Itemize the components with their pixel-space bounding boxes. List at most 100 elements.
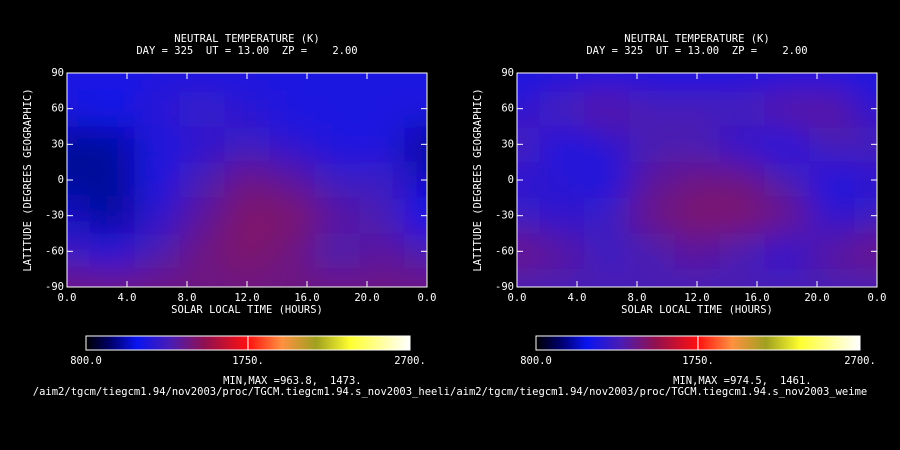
heatmap-cell [719, 269, 766, 287]
heatmap-cell [89, 269, 136, 287]
heatmap-cell [179, 162, 226, 199]
heatmap-cell [809, 233, 856, 271]
heatmap-cell [584, 73, 631, 92]
heatmap-cell [539, 197, 586, 235]
heatmap-cell [674, 73, 721, 92]
heatmap-cell [854, 269, 877, 287]
heatmap-cell [584, 90, 631, 128]
field-clip [67, 73, 427, 287]
heatmap-cell [404, 126, 427, 164]
heatmap-cell [674, 162, 721, 199]
heatmap-cell [179, 73, 226, 92]
heatmap-cell [764, 233, 811, 271]
x-tick-label: 4.0 [118, 292, 137, 304]
heatmap-cell [629, 233, 676, 271]
x-axis-label: SOLAR LOCAL TIME (HOURS) [171, 304, 323, 316]
heatmap-cell [674, 90, 721, 128]
colorbar-tick-label: 2700. [844, 355, 876, 367]
max-value: 1473. [330, 375, 362, 387]
y-tick-label: -60 [495, 245, 514, 257]
heatmap-cell [629, 73, 676, 92]
heatmap-cell [517, 269, 541, 287]
heatmap-cell [179, 126, 226, 164]
x-tick-label: 8.0 [628, 292, 647, 304]
heatmap-cell [674, 269, 721, 287]
heatmap-cell [269, 269, 316, 287]
heatmap-cell [269, 197, 316, 235]
heatmap-cell [89, 233, 136, 271]
heatmap-cell [584, 197, 631, 235]
heatmap-cell [224, 269, 271, 287]
max-value: 1461. [780, 375, 812, 387]
heatmap-cell [404, 90, 427, 128]
heatmap-cell [134, 90, 181, 128]
heatmap-cell [719, 197, 766, 235]
x-tick-label: 20.0 [804, 292, 829, 304]
heatmap-cell [404, 197, 427, 235]
heatmap-cell [269, 162, 316, 199]
heatmap-cell [314, 197, 361, 235]
x-tick-label: 20.0 [354, 292, 379, 304]
heatmap-cell [764, 197, 811, 235]
chart-title: NEUTRAL TEMPERATURE (K) [174, 33, 319, 45]
heatmap-cell [359, 197, 406, 235]
heatmap-cell [134, 162, 181, 199]
heatmap-cell [359, 90, 406, 128]
x-tick-label: 0.0 [868, 292, 887, 304]
file-path: /aim2/tgcm/tiegcm1.94/nov2003/proc/TGCM.… [450, 386, 867, 398]
heatmap-cell [854, 126, 877, 164]
heatmap-cell [404, 162, 427, 199]
y-tick-label: 30 [501, 138, 514, 150]
heatmap-cell [359, 126, 406, 164]
heatmap-cell [629, 90, 676, 128]
min-value: 974.5, [730, 375, 768, 387]
heatmap-cell [674, 233, 721, 271]
heatmap-cell [539, 162, 586, 199]
panel: NEUTRAL TEMPERATURE (K)DAY = 325 UT = 13… [450, 33, 887, 398]
heatmap-cell [809, 197, 856, 235]
y-tick-label: 0 [58, 174, 64, 186]
heatmap-cell [629, 126, 676, 164]
y-tick-label: 0 [508, 174, 514, 186]
heatmap-cell [359, 269, 406, 287]
heatmap-cell [314, 90, 361, 128]
heatmap-cell [764, 162, 811, 199]
heatmap-cell [539, 233, 586, 271]
heatmap-cell [629, 197, 676, 235]
heatmap-cell [134, 197, 181, 235]
heatmap-cell [404, 269, 427, 287]
heatmap-cell [854, 73, 877, 92]
y-tick-label: 60 [51, 103, 64, 115]
x-axis-label: SOLAR LOCAL TIME (HOURS) [621, 304, 773, 316]
heatmap-cell [719, 126, 766, 164]
heatmap-cell [764, 73, 811, 92]
heatmap-cell [719, 162, 766, 199]
heatmap-cell [314, 269, 361, 287]
x-tick-label: 16.0 [294, 292, 319, 304]
heatmap-cell [269, 233, 316, 271]
heatmap-cell [517, 73, 541, 92]
minmax-label: MIN,MAX = [673, 375, 730, 387]
field [67, 73, 427, 287]
heatmap-cell [629, 162, 676, 199]
heatmap-cell [359, 162, 406, 199]
heatmap-cell [764, 269, 811, 287]
heatmap-cell [314, 233, 361, 271]
heatmap-cell [854, 233, 877, 271]
heatmap-cell [269, 73, 316, 92]
heatmap-cell [809, 126, 856, 164]
heatmap-cell [179, 233, 226, 271]
heatmap-cell [67, 90, 91, 128]
x-tick-label: 0.0 [58, 292, 77, 304]
heatmap-cell [539, 126, 586, 164]
heatmap-cell [584, 126, 631, 164]
heatmap-cell [809, 162, 856, 199]
panel: NEUTRAL TEMPERATURE (K)DAY = 325 UT = 13… [22, 33, 450, 398]
x-tick-label: 12.0 [684, 292, 709, 304]
x-tick-label: 12.0 [234, 292, 259, 304]
colorbar-tick-label: 2700. [394, 355, 426, 367]
min-value: 963.8, [280, 375, 318, 387]
heatmap-cell [719, 233, 766, 271]
heatmap-cell [67, 269, 91, 287]
heatmap-cell [224, 197, 271, 235]
